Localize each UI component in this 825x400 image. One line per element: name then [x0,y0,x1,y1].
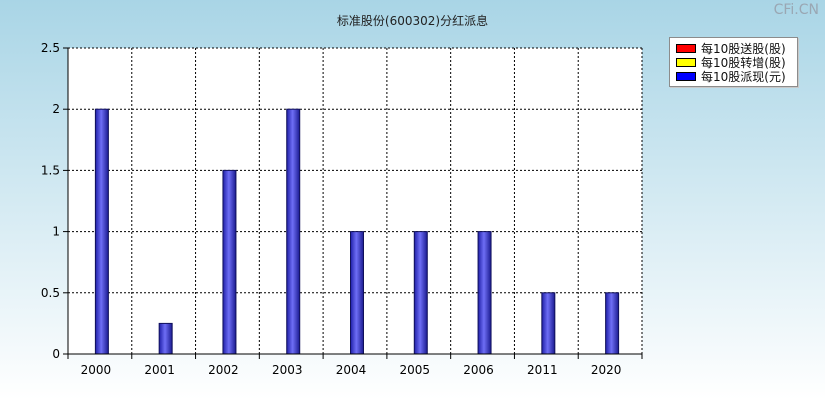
legend-swatch-send-shares [676,43,696,53]
y-tick-label-1: 0.5 [41,286,60,300]
x-tick-label-2002: 2002 [208,363,239,377]
legend: 每10股送股(股) 每10股转增(股) 每10股派现(元) [669,37,798,87]
legend-item-send-shares: 每10股送股(股) [676,41,797,56]
bar-2005 [413,231,428,355]
x-tick-label-2020: 2020 [591,363,622,377]
x-tick-label-2005: 2005 [400,363,431,377]
bar-2003 [286,108,301,355]
legend-label-send-shares: 每10股送股(股) [701,41,786,56]
legend-swatch-transfer-shares [676,57,696,67]
bar-2011 [541,292,556,355]
legend-item-transfer-shares: 每10股转增(股) [676,55,797,70]
legend-swatch-cash-dividend [676,71,696,81]
x-tick-label-2000: 2000 [81,363,112,377]
bar-2002 [222,169,237,355]
y-tick-label-0: 0 [52,347,60,361]
y-tick-label-5: 2.5 [41,41,60,55]
y-tick-label-3: 1.5 [41,163,60,177]
x-tick-label-2001: 2001 [144,363,175,377]
bar-2006 [477,231,492,355]
bar-2000 [94,108,109,355]
x-tick-label-2004: 2004 [336,363,367,377]
y-tick-label-4: 2 [52,102,60,116]
x-tick-label-2006: 2006 [463,363,494,377]
legend-item-cash-dividend: 每10股派现(元) [676,69,797,84]
bar-2004 [350,231,364,355]
y-tick-label-2: 1 [52,225,60,239]
bar-2001 [158,322,173,355]
x-tick-label-2003: 2003 [272,363,303,377]
legend-label-transfer-shares: 每10股转增(股) [701,55,786,70]
chart-title: 标准股份(600302)分红派息 [336,14,489,28]
bar-2020 [605,292,620,355]
watermark: CFi.CN [773,2,819,18]
legend-label-cash-dividend: 每10股派现(元) [701,69,786,84]
x-tick-label-2011: 2011 [527,363,558,377]
